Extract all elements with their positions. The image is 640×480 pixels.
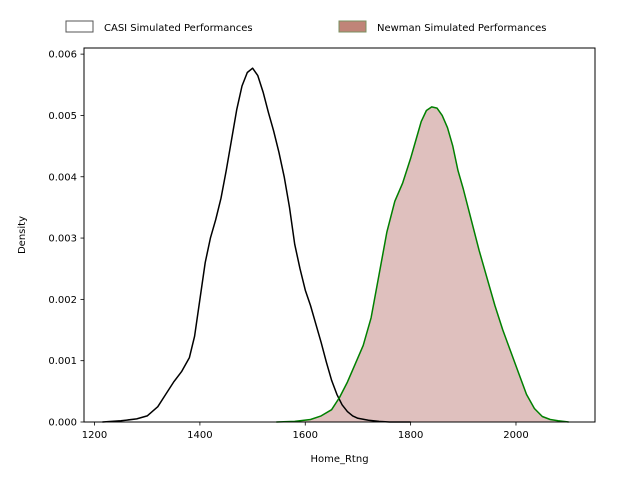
y-tick-label: 0.006: [48, 50, 77, 61]
x-tick-label: 2000: [503, 430, 528, 441]
y-tick-label: 0.005: [48, 111, 77, 122]
legend-swatch-0: [65, 20, 94, 33]
legend: CASI Simulated Performances Newman Simula…: [65, 20, 547, 34]
y-tick-label: 0.001: [48, 356, 77, 367]
legend-label-1: Newman Simulated Performances: [377, 23, 547, 34]
x-tick-label: 1400: [187, 430, 212, 441]
y-tick-label: 0.000: [48, 418, 77, 429]
x-axis: 1200 1400 1600 1800 2000: [82, 422, 529, 441]
plot-frame: [83, 47, 596, 423]
legend-label-0: CASI Simulated Performances: [104, 23, 253, 34]
series-line-1: [276, 106, 569, 423]
y-tick-label: 0.004: [48, 172, 77, 183]
y-axis-title: Density: [17, 216, 28, 254]
series-layer: [102, 67, 569, 423]
x-tick-label: 1800: [398, 430, 423, 441]
series-line-0: [102, 67, 411, 423]
x-axis-title: Home_Rtng: [310, 454, 368, 465]
y-tick-label: 0.003: [48, 234, 77, 245]
x-tick-label: 1200: [82, 430, 107, 441]
y-axis: 0.000 0.001 0.002 0.003 0.004 0.005 0.006: [48, 50, 84, 429]
series-area-1: [276, 106, 569, 423]
legend-swatch-1: [338, 20, 367, 33]
x-tick-label: 1600: [293, 430, 318, 441]
y-tick-label: 0.002: [48, 295, 77, 306]
